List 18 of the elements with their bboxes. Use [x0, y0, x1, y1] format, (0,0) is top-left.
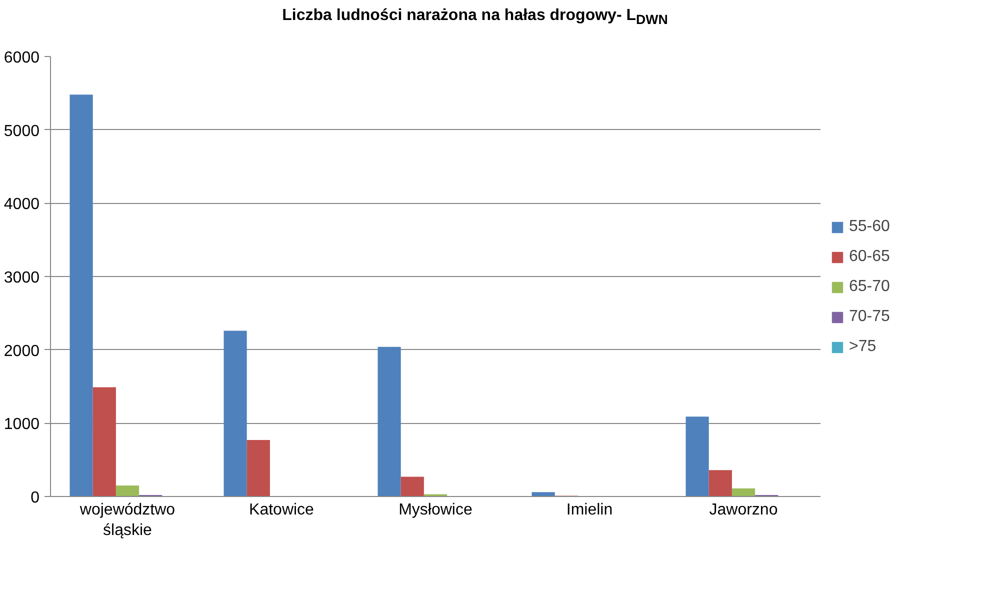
y-tick-label: 1000 [4, 416, 40, 434]
legend-label: 60-65 [849, 248, 890, 266]
y-tick-label: 0 [30, 490, 40, 506]
chart-title: Liczba ludności narażona na hałas drogowy- L$_{DWN}$ [281, 6, 669, 30]
x-tick-label: Jaworzno [709, 502, 778, 518]
y-tick-label: 3000 [4, 270, 40, 286]
x-tick-label: Mysłowice [398, 502, 472, 518]
y-tick-label: 4000 [4, 196, 40, 214]
x-tick-label: Katowice [249, 502, 314, 518]
y-tick-label: 6000 [4, 50, 40, 66]
y-tick-label: 5000 [4, 122, 40, 140]
legend-label: 70-75 [849, 308, 890, 326]
legend-label: 55-60 [849, 218, 890, 236]
y-tick-label: 2000 [4, 342, 40, 360]
x-tick-label: województwo śląskie [78, 502, 176, 539]
legend-label: >75 [849, 338, 876, 356]
legend-label: 65-70 [849, 278, 890, 296]
x-tick-label: Imielin [566, 502, 613, 518]
